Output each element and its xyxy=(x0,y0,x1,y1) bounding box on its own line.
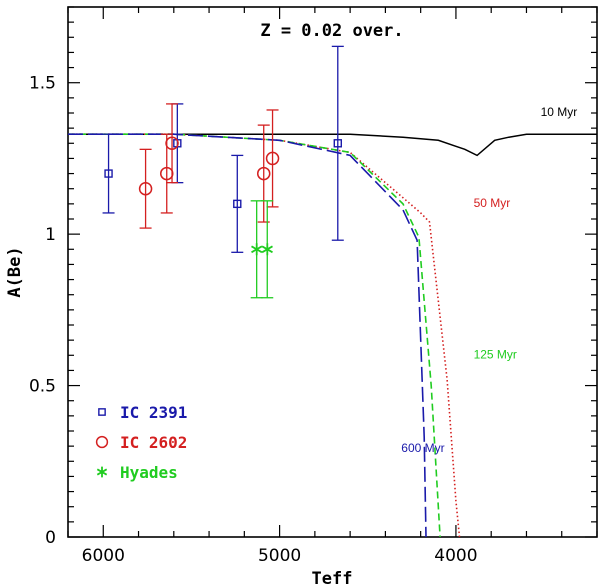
tick-labels: 6000 5000 4000 0 0.5 1 1.5 xyxy=(29,74,478,566)
legend-marker-hyades xyxy=(96,466,108,478)
legend-marker-ic-2391 xyxy=(98,408,106,416)
y-tick-label: 0 xyxy=(45,528,56,548)
x-axis-label: Teff xyxy=(312,569,353,588)
y-tick-label: 0.5 xyxy=(29,377,56,397)
point-ic-2391 xyxy=(333,139,342,148)
point-ic-2602 xyxy=(256,166,271,181)
model-curve-600-myr xyxy=(68,133,427,538)
y-axis-label: A(Be) xyxy=(5,246,25,297)
model-labels: 10 Myr 50 Myr 125 Myr 600 Myr xyxy=(401,105,577,455)
y-tick-label: 1 xyxy=(45,225,56,245)
axis-ticks xyxy=(67,6,598,538)
legend-label-ic-2391: IC 2391 xyxy=(120,403,187,422)
point-ic-2391 xyxy=(104,169,113,178)
legend: IC 2391 IC 2602 Hyades xyxy=(95,403,187,482)
legend-marker-ic-2602 xyxy=(95,435,109,449)
point-hyades xyxy=(261,243,273,256)
y-tick-label: 1.5 xyxy=(29,74,56,94)
point-ic-2602 xyxy=(159,166,174,181)
point-ic-2602 xyxy=(138,181,153,196)
legend-label-ic-2602: IC 2602 xyxy=(120,433,187,452)
x-tick-label: 5000 xyxy=(258,546,301,566)
model-label-50-myr: 50 Myr xyxy=(474,196,511,210)
plot-frame xyxy=(67,6,598,538)
point-ic-2602 xyxy=(265,151,280,166)
point-ic-2391 xyxy=(233,199,242,209)
data-points xyxy=(102,45,344,299)
x-tick-label: 4000 xyxy=(434,546,477,566)
legend-label-hyades: Hyades xyxy=(120,463,178,482)
model-label-600-myr: 600 Myr xyxy=(401,441,444,455)
model-label-125-myr: 125 Myr xyxy=(474,347,517,361)
point-hyades xyxy=(251,243,263,256)
point-ic-2602 xyxy=(165,136,179,151)
x-tick-label: 6000 xyxy=(82,546,125,566)
model-label-10-myr: 10 Myr xyxy=(541,105,578,119)
chart-title: Z = 0.02 over. xyxy=(260,21,403,41)
